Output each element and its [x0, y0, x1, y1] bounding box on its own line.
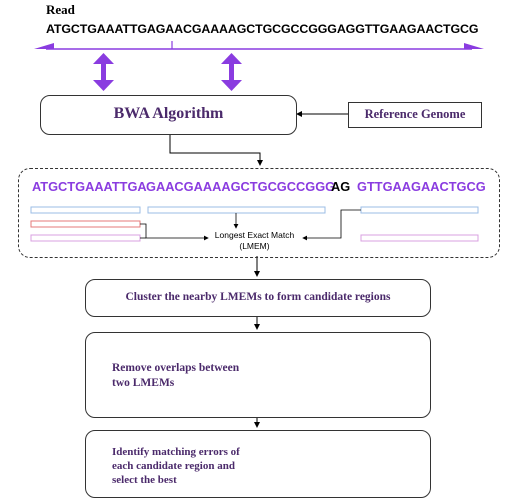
overlap-step-box: Remove overlaps between two LMEMs: [85, 332, 431, 418]
read-title: Read: [46, 2, 75, 17]
lmem-label: Longest Exact Match (LMEM): [212, 230, 297, 252]
reference-genome-box: Reference Genome: [348, 102, 482, 128]
errors-step-label: Identify matching errors of each candida…: [112, 446, 240, 486]
lmem-label-line1: Longest Exact Match: [214, 230, 295, 240]
bwa-algorithm-label: BWA Algorithm: [113, 105, 224, 122]
lmem-bars: [30, 206, 479, 242]
lmem-segment-2: GAACGAAAAGCTGCGCCGGG: [146, 179, 336, 194]
bwa-algorithm-box: BWA Algorithm: [40, 95, 297, 135]
lmem-label-line2: (LMEM): [239, 241, 270, 251]
lmem-segment-3: GTTGAAGAACTGCG: [357, 179, 486, 194]
double-arrow-middle-icon: [221, 53, 242, 91]
read-sequence: ATGCTGAAATTGAGAACGAAAAGCTGCGCCGGGAGGTTGA…: [46, 22, 479, 36]
lmem-segment-mismatch: AG: [331, 179, 351, 194]
bwa-to-lmem-arrow: [169, 133, 263, 166]
double-arrow-left-icon: [93, 53, 114, 91]
lmem-segment-1: ATGCTGAAATTGA: [32, 179, 147, 194]
reference-genome-label: Reference Genome: [364, 107, 466, 121]
errors-step-box: Identify matching errors of each candida…: [85, 430, 431, 498]
lmem-panel: [18, 168, 500, 258]
read-range-arrow: [34, 41, 484, 50]
overlap-step-label: Remove overlaps between two LMEMs: [112, 362, 240, 389]
cluster-step-label: Cluster the nearby LMEMs to form candida…: [125, 291, 391, 303]
lmem-pointer-arrows: [140, 209, 361, 241]
cluster-step-box: Cluster the nearby LMEMs to form candida…: [85, 279, 431, 317]
